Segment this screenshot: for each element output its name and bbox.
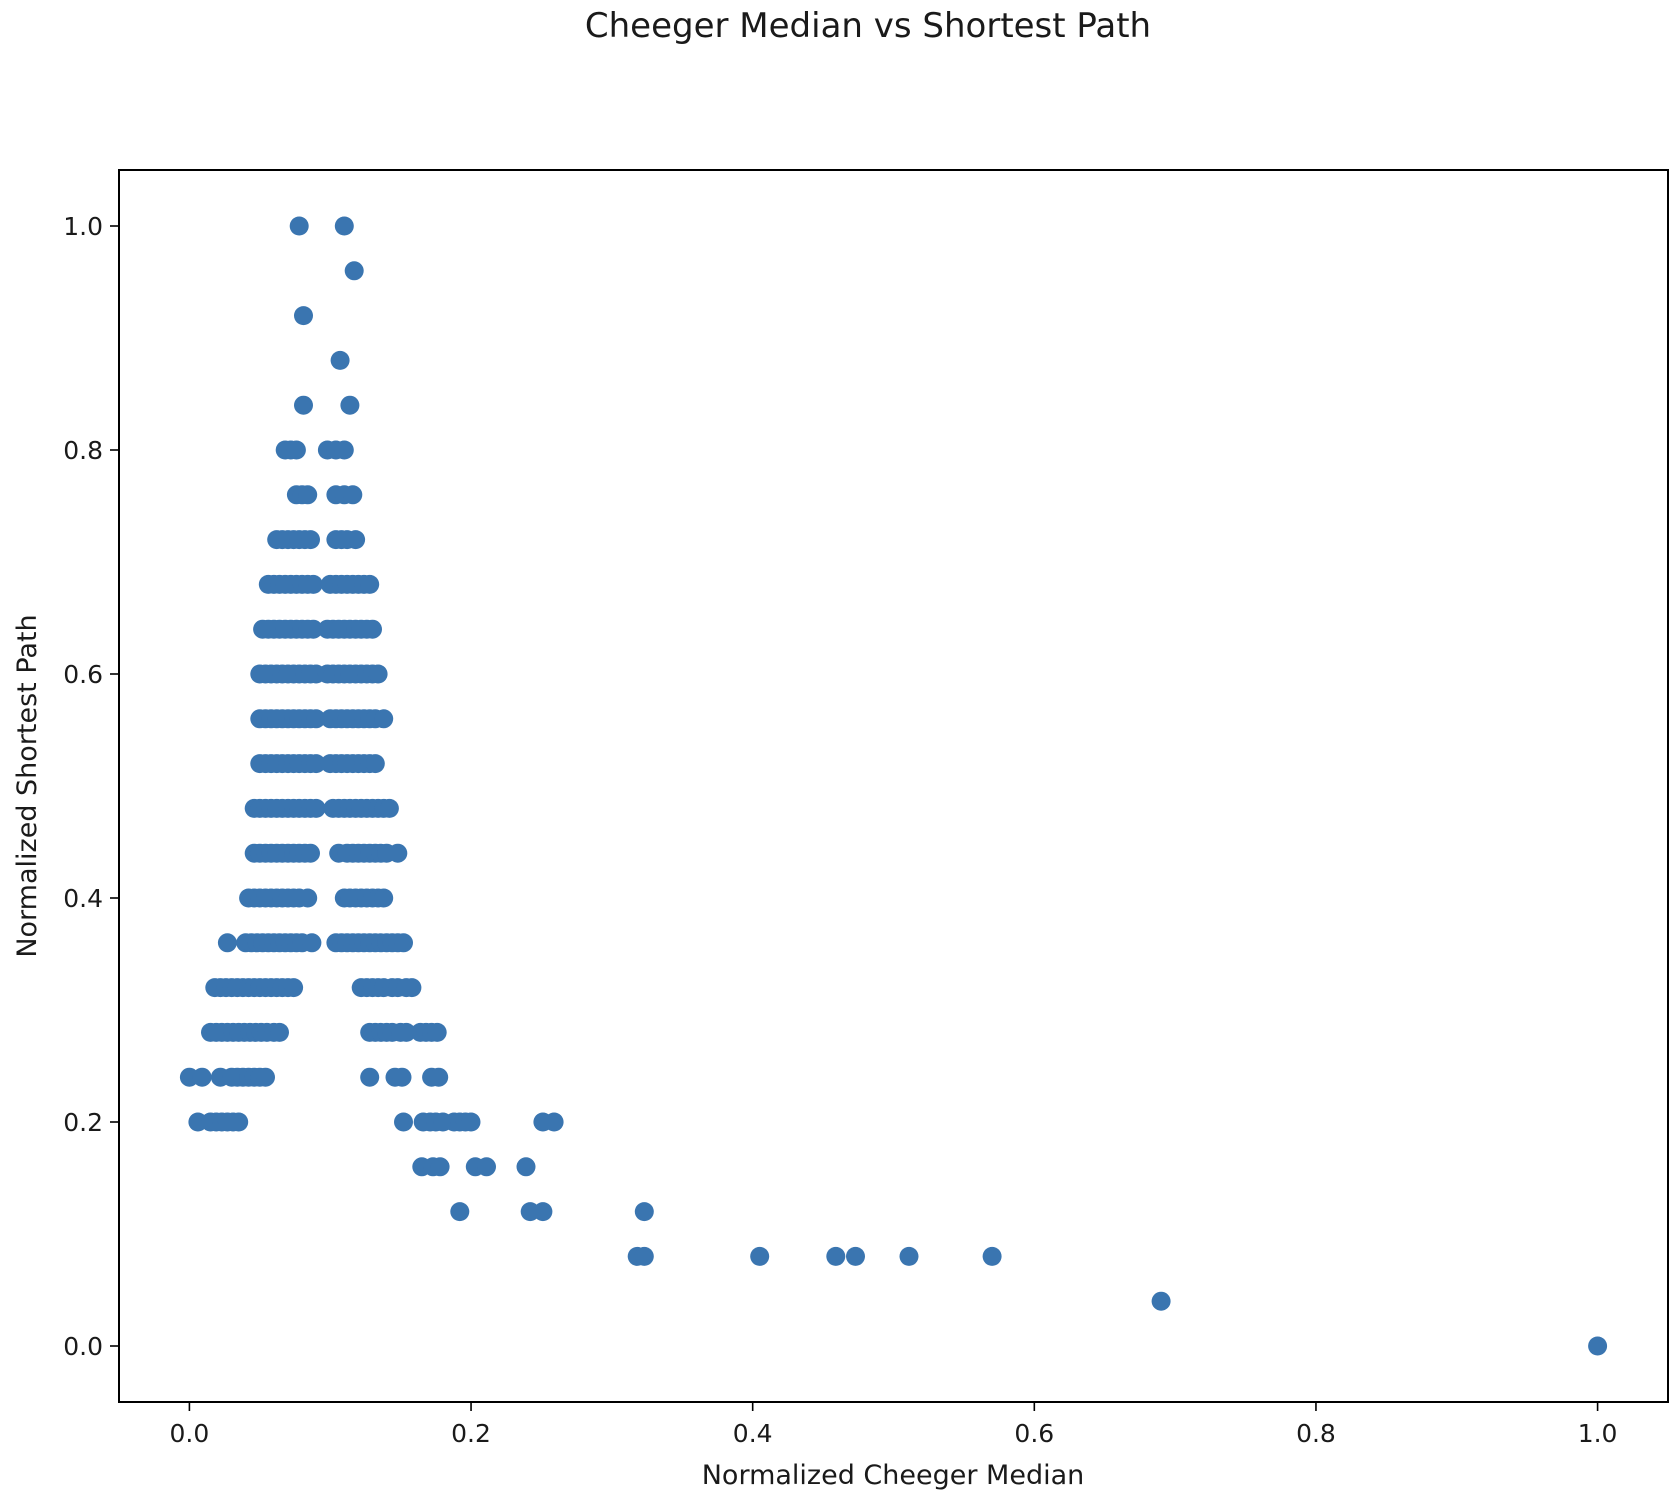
data-point-161 — [301, 843, 320, 863]
data-point-314 — [982, 1246, 1002, 1266]
data-point-97 — [306, 709, 326, 729]
data-point-300 — [430, 1157, 450, 1177]
x-tick-label-5: 1.0 — [1578, 1419, 1618, 1448]
data-point-266 — [192, 1067, 212, 1087]
data-point-297 — [544, 1112, 564, 1132]
x-tick-label-4: 0.8 — [1296, 1419, 1336, 1448]
data-point-150 — [379, 798, 399, 818]
data-point-12 — [334, 440, 354, 460]
data-point-0 — [289, 216, 309, 236]
data-point-46 — [360, 574, 380, 594]
x-tick-label-1: 0.2 — [451, 1419, 491, 1448]
chart-title: Cheeger Median vs Shortest Path — [585, 6, 1151, 46]
x-tick-label-2: 0.4 — [733, 1419, 773, 1448]
y-tick-label-5: 1.0 — [63, 212, 103, 241]
data-point-86 — [368, 664, 388, 684]
data-point-316 — [1588, 1336, 1608, 1356]
plot-frame — [118, 169, 1669, 1403]
data-point-5 — [294, 395, 313, 415]
data-point-315 — [1151, 1291, 1171, 1311]
data-point-29 — [346, 530, 366, 550]
data-point-107 — [374, 709, 394, 729]
y-tick-label-3: 0.6 — [63, 660, 103, 689]
data-point-231 — [284, 978, 304, 998]
data-point-6 — [340, 395, 360, 415]
data-point-303 — [516, 1157, 536, 1177]
data-point-2 — [344, 261, 364, 281]
x-axis: 0.0 0.2 0.4 0.6 0.8 1.0 — [170, 1402, 1618, 1448]
data-point-295 — [461, 1112, 481, 1132]
data-point-240 — [402, 978, 422, 998]
y-tick-label-4: 0.8 — [63, 436, 103, 465]
data-point-38 — [303, 574, 323, 594]
data-point-277 — [392, 1067, 412, 1087]
data-point-264 — [427, 1022, 447, 1042]
data-point-15 — [298, 485, 318, 505]
data-point-286 — [229, 1112, 249, 1132]
data-point-25 — [301, 530, 320, 550]
data-point-274 — [256, 1067, 275, 1087]
data-point-253 — [270, 1022, 289, 1042]
data-point-18 — [343, 485, 363, 505]
data-point-139 — [306, 798, 326, 818]
data-point-4 — [330, 350, 350, 370]
data-point-309 — [634, 1246, 654, 1266]
y-axis-label: Normalized Shortest Path — [12, 614, 43, 957]
data-point-313 — [899, 1246, 919, 1266]
points-layer — [179, 216, 1608, 1356]
x-tick-label-3: 0.6 — [1014, 1419, 1054, 1448]
data-point-312 — [846, 1246, 865, 1266]
data-point-182 — [298, 888, 318, 908]
data-point-260 — [396, 1022, 416, 1042]
data-point-310 — [750, 1246, 770, 1266]
data-point-279 — [429, 1067, 449, 1087]
data-point-118 — [306, 754, 326, 774]
data-point-56 — [303, 619, 323, 639]
x-axis-label: Normalized Cheeger Median — [702, 1460, 1085, 1491]
y-tick-label-1: 0.2 — [63, 1108, 103, 1137]
y-axis: 0.0 0.2 0.4 0.6 0.8 1.0 — [63, 212, 119, 1361]
data-point-311 — [826, 1246, 846, 1266]
y-tick-label-0: 0.0 — [63, 1332, 103, 1361]
data-point-307 — [634, 1202, 654, 1222]
data-point-3 — [294, 306, 313, 326]
data-point-127 — [365, 754, 385, 774]
data-point-203 — [302, 933, 322, 953]
data-point-306 — [533, 1202, 553, 1222]
data-point-287 — [394, 1112, 413, 1132]
data-point-304 — [450, 1202, 470, 1222]
data-point-1 — [334, 216, 354, 236]
y-tick-label-2: 0.4 — [63, 884, 103, 913]
data-point-275 — [360, 1067, 380, 1087]
data-point-302 — [477, 1157, 496, 1177]
data-point-190 — [374, 888, 394, 908]
data-point-171 — [388, 843, 408, 863]
data-point-191 — [217, 933, 237, 953]
data-point-65 — [363, 619, 382, 639]
data-point-216 — [394, 933, 413, 953]
data-point-9 — [286, 440, 306, 460]
x-tick-label-0: 0.0 — [170, 1419, 210, 1448]
